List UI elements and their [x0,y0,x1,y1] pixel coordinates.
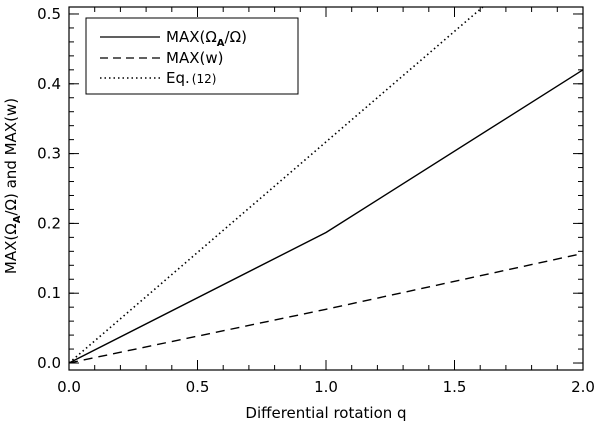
y-tick-label: 0.0 [37,354,61,372]
series-line-dashed [68,252,584,364]
x-tick-label: 1.0 [314,378,338,396]
y-tick-label: 0.3 [37,145,61,163]
legend: MAX(ΩA/Ω) MAX(w) Eq. (12) [85,17,299,95]
series-line-dotted [68,6,484,364]
legend-label-max-w: MAX(w) [166,49,223,67]
x-axis-title: Differential rotation q [245,404,406,422]
y-tick-label: 0.4 [37,75,61,93]
legend-box [85,17,299,95]
x-tick-label: 0.0 [57,378,81,396]
y-tick-label: 0.1 [37,284,61,302]
series-line-solid [68,69,584,364]
series [68,6,584,364]
tick-labels: 0.0 0.5 1.0 1.5 2.0 0.0 0.1 0.2 0.3 0.4 0.5 [37,5,595,396]
y-axis-title: MAX(ΩA/Ω) and MAX(w) [2,98,23,274]
axis-ticks [68,7,584,370]
x-tick-label: 1.5 [443,378,467,396]
x-tick-label: 2.0 [571,378,595,396]
legend-label-max-omega: MAX(ΩA/Ω) [166,28,247,49]
y-tick-label: 0.2 [37,214,61,232]
legend-label-eq12: Eq. (12) [166,69,216,87]
y-tick-label: 0.5 [37,5,61,23]
x-tick-label: 0.5 [186,378,210,396]
